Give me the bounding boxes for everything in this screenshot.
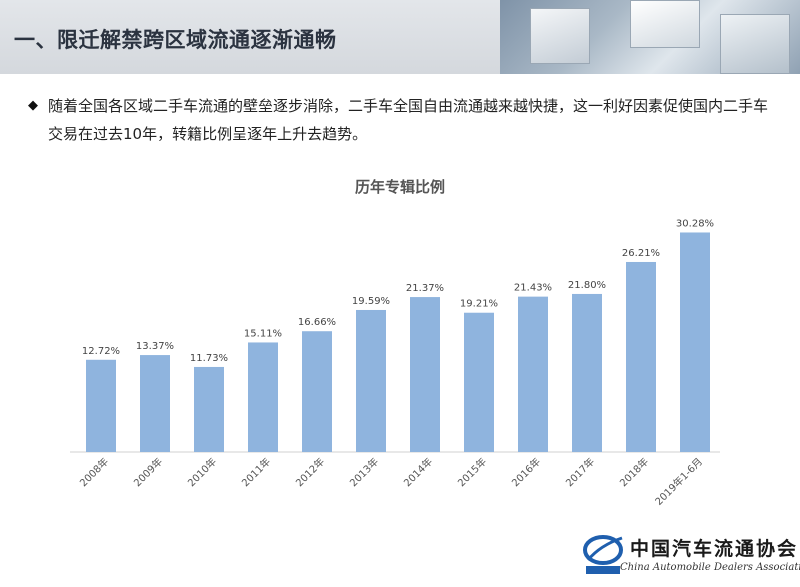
bar: [572, 293, 602, 452]
logo-chinese-name: 中国汽车流通协会: [630, 538, 799, 560]
decorative-cube: [630, 0, 700, 48]
data-label: 26.21%: [622, 248, 660, 259]
decorative-cube: [720, 14, 790, 74]
x-tick-label: 2019年1-6月: [652, 455, 705, 508]
bullet-paragraph: ◆ 随着全国各区域二手车流通的壁垒逐步消除，二手车全国自由流通越来越快捷，这一利…: [28, 92, 778, 148]
bar: [626, 261, 656, 452]
decorative-cube: [530, 8, 590, 64]
data-label: 21.37%: [406, 283, 444, 294]
bar: [410, 297, 440, 452]
bar: [86, 359, 116, 452]
x-tick-label: 2013年: [347, 455, 381, 489]
x-tick-label: 2010年: [185, 455, 219, 489]
header-band: 一、限迁解禁跨区域流通逐渐通畅: [0, 0, 800, 74]
data-label: 21.80%: [568, 280, 606, 291]
data-label: 19.59%: [352, 296, 390, 307]
association-logo: 中国汽车流通协会 China Automobile Dealers Associ…: [580, 528, 800, 587]
x-tick-label: 2016年: [509, 455, 543, 489]
bar: [464, 312, 494, 452]
x-tick-label: 2009年: [131, 455, 165, 489]
data-label: 15.11%: [244, 328, 282, 339]
x-tick-label: 2012年: [293, 455, 327, 489]
data-label: 11.73%: [190, 353, 228, 364]
diamond-bullet-icon: ◆: [28, 98, 38, 113]
logo-english-name: China Automobile Dealers Association: [620, 562, 800, 573]
x-tick-label: 2008年: [77, 455, 111, 489]
bar: [194, 366, 224, 452]
bar: [518, 296, 548, 452]
data-label: 16.66%: [298, 317, 336, 328]
bar: [680, 232, 710, 452]
x-tick-label: 2017年: [563, 455, 597, 489]
data-label: 21.43%: [514, 283, 552, 294]
bar: [302, 331, 332, 452]
bar: [248, 342, 278, 452]
x-tick-label: 2015年: [455, 455, 489, 489]
cada-emblem-icon: [583, 535, 623, 574]
x-tick-label: 2011年: [239, 455, 273, 489]
bar: [140, 355, 170, 452]
x-tick-label: 2018年: [617, 455, 651, 489]
chart-title: 历年专辑比例: [354, 178, 445, 196]
bullet-text: 随着全国各区域二手车流通的壁垒逐步消除，二手车全国自由流通越来越快捷，这一利好因…: [48, 97, 769, 143]
data-label: 13.37%: [136, 341, 174, 352]
data-label: 12.72%: [82, 346, 120, 357]
page-title: 一、限迁解禁跨区域流通逐渐通畅: [14, 28, 337, 52]
x-tick-label: 2014年: [401, 455, 435, 489]
data-label: 19.21%: [460, 299, 498, 310]
header-decorative-photo: [500, 0, 800, 74]
data-label: 30.28%: [676, 218, 714, 229]
bar: [356, 309, 386, 452]
